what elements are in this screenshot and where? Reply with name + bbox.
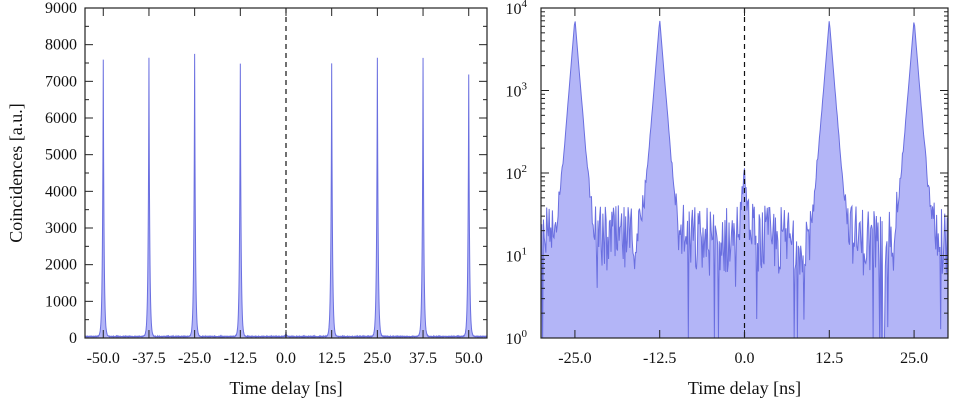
- y-tick-label: 9000: [45, 0, 77, 17]
- x-axis-label-log: Time delay [ns]: [688, 378, 801, 398]
- x-tick-label: -25.0: [178, 350, 211, 367]
- y-tick-label: 102: [506, 163, 528, 183]
- x-tick-label: 0.0: [735, 350, 755, 367]
- y-tick-label: 8000: [45, 37, 77, 54]
- x-tick-label: 37.5: [409, 350, 437, 367]
- x-tick-label: 25.0: [363, 350, 391, 367]
- y-tick-label: 104: [506, 0, 528, 18]
- x-tick-label: -25.0: [558, 350, 591, 367]
- ticks-linear: -50.0 -37.5 -25.0 -12.5 0.0 12.5 25.0 37.5 50.0 0…: [45, 0, 487, 367]
- x-tick-label: -37.5: [132, 350, 165, 367]
- y-axis-label-linear: Coincidences [a.u.]: [6, 103, 26, 242]
- x-tick-label: 12.5: [318, 350, 346, 367]
- y-tick-label: 103: [506, 81, 528, 101]
- y-tick-label: 4000: [45, 183, 77, 200]
- x-axis-label-linear: Time delay [ns]: [229, 378, 342, 398]
- x-tick-label: -12.5: [224, 350, 257, 367]
- coincidence-area-linear: [84, 53, 488, 339]
- y-tick-label: 7000: [45, 73, 77, 90]
- y-tick-label: 101: [506, 246, 528, 266]
- x-tick-label: 0.0: [276, 350, 296, 367]
- y-tick-label: 2000: [45, 257, 77, 274]
- y-tick-label: 6000: [45, 110, 77, 127]
- y-tick-label: 0: [69, 330, 77, 347]
- y-tick-label: 5000: [45, 147, 77, 164]
- y-tick-label: 3000: [45, 220, 77, 237]
- x-tick-label: 12.5: [815, 350, 843, 367]
- ticks-log: -25.0 -12.5 0.0 12.5 25.0 100 101 102 103 104: [506, 0, 948, 367]
- panel-linear: -50.0 -37.5 -25.0 -12.5 0.0 12.5 25.0 37.5 50.0 0…: [6, 0, 488, 398]
- x-tick-label: 50.0: [455, 350, 483, 367]
- panel-log: -25.0 -12.5 0.0 12.5 25.0 100 101 102 103 104 Tim…: [506, 0, 949, 398]
- y-tick-label: 1000: [45, 293, 77, 310]
- y-tick-label: 100: [506, 328, 528, 348]
- x-tick-label: -12.5: [643, 350, 676, 367]
- x-tick-label: 25.0: [900, 350, 928, 367]
- x-tick-label: -50.0: [87, 350, 120, 367]
